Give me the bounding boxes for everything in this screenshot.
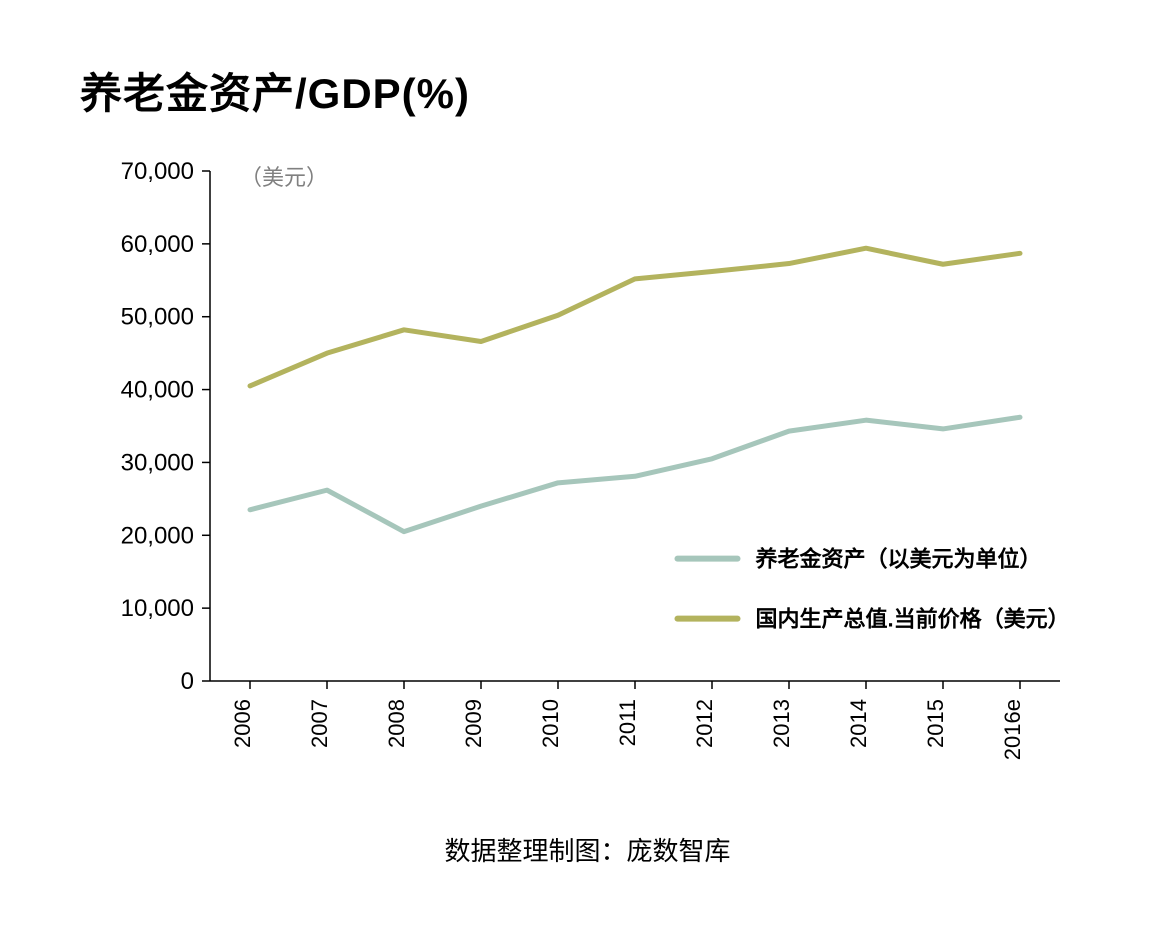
legend-label-pension: 养老金资产（以美元为单位） [755,547,1042,572]
chart-footer: 数据整理制图：庞数智库 [80,831,1095,868]
x-tick-label: 2015 [923,699,948,748]
y-tick-label: 10,000 [121,595,194,622]
y-tick-label: 20,000 [121,522,194,549]
chart-area: 0 10,000 20,000 30,000 40,000 50,000 60,000 70,… [80,151,1080,791]
x-tick-label: 2016e [1000,699,1025,760]
y-tick-label: 30,000 [121,449,194,476]
series-line-gdp [250,248,1020,386]
chart-svg: 0 10,000 20,000 30,000 40,000 50,000 60,000 70,… [80,151,1080,791]
chart-title: 养老金资产/GDP(%) [80,60,1095,121]
y-tick-label: 70,000 [121,158,194,185]
x-tick-label: 2008 [384,699,409,748]
page-container: 养老金资产/GDP(%) 0 10,000 20,000 30,000 40,000 50… [0,0,1155,939]
x-tick-label: 2009 [461,699,486,748]
x-tick-label: 2012 [692,699,717,748]
unit-label: （美元） [240,165,328,190]
x-tick-label: 2006 [230,699,255,748]
x-tick-label: 2014 [846,699,871,748]
x-tick-label: 2010 [538,699,563,748]
y-tick-label: 40,000 [121,377,194,404]
series-line-pension [250,417,1020,531]
y-tick-label: 50,000 [121,304,194,331]
x-tick-label: 2011 [615,699,640,746]
x-tick-label: 2007 [307,699,332,748]
legend-label-gdp: 国内生产总值.当前价格（美元） [756,607,1070,632]
x-tick-label: 2013 [769,699,794,748]
y-tick-label: 60,000 [121,231,194,258]
y-tick-label: 0 [181,668,194,695]
